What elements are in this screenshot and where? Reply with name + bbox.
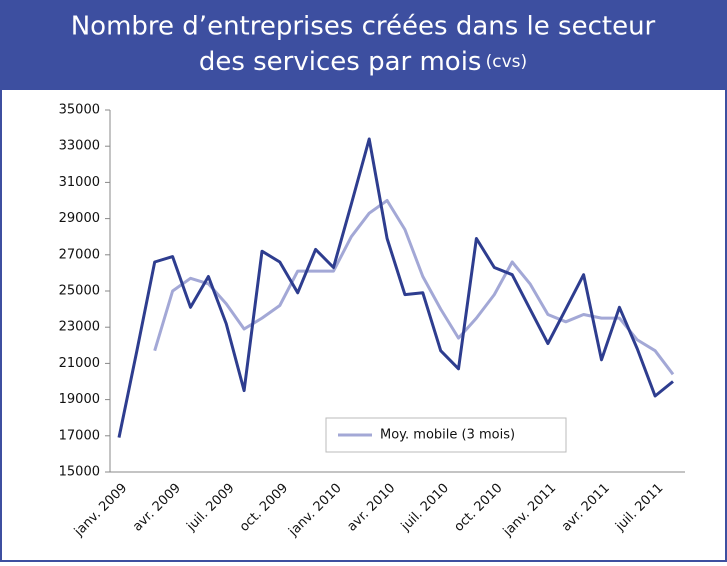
y-tick-label: 15000 [59, 465, 100, 480]
y-tick-label: 31000 [59, 175, 100, 190]
y-tick-label: 27000 [59, 247, 100, 262]
chart-title: des services par mois [199, 47, 482, 77]
y-tick-label: 29000 [59, 211, 100, 226]
y-tick-label: 21000 [59, 356, 100, 371]
title-note: (cvs) [486, 52, 528, 72]
legend-label: Moy. mobile (3 mois) [380, 428, 515, 443]
series-line [117, 137, 674, 438]
y-tick-label: 19000 [59, 392, 100, 407]
y-tick-label: 33000 [59, 139, 100, 154]
header [0, 0, 727, 90]
y-tick-label: 25000 [59, 284, 100, 299]
y-tick-label: 23000 [59, 320, 100, 335]
chart-title: Nombre d’entreprises créées dans le sect… [71, 12, 656, 42]
y-tick-label: 17000 [59, 428, 100, 443]
series-line [153, 199, 675, 376]
y-tick-label: 35000 [59, 103, 100, 118]
chart-title: des services par mois (cvs) [199, 47, 527, 77]
